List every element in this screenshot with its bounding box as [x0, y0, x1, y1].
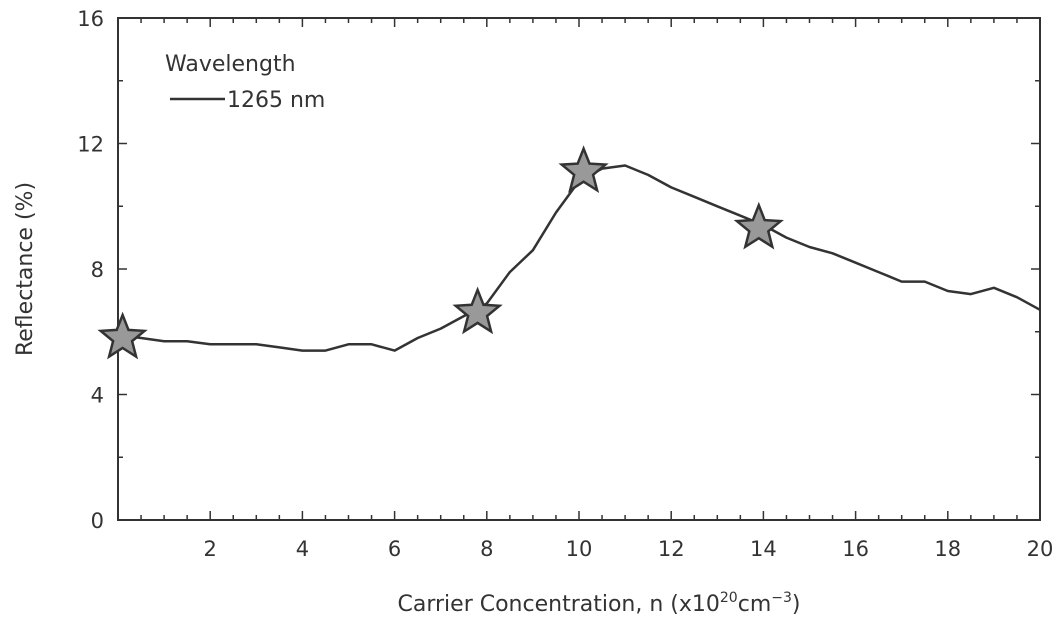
star-marker	[558, 145, 609, 194]
x-tick-label: 12	[658, 537, 685, 561]
x-axis-label: Carrier Concentration, n (x1020cm−3)	[398, 590, 801, 617]
x-tick-label: 18	[934, 537, 961, 561]
marker-layer	[97, 145, 784, 360]
x-axis-label-exp2: −3	[771, 590, 792, 606]
x-axis-label-main: Carrier Concentration, n (x10	[398, 592, 720, 617]
x-tick-label: 4	[296, 537, 309, 561]
x-tick-label: 16	[842, 537, 869, 561]
star-marker	[452, 286, 503, 335]
legend: Wavelength 1265 nm	[165, 52, 325, 113]
axis-ticks	[117, 17, 1041, 521]
x-tick-label: 10	[566, 537, 593, 561]
x-tick-label: 6	[388, 537, 401, 561]
x-tick-label: 14	[750, 537, 777, 561]
y-tick-label: 0	[91, 509, 104, 533]
y-tick-label: 4	[91, 384, 104, 408]
legend-entry-1265nm: 1265 nm	[227, 88, 325, 113]
y-tick-label: 16	[77, 7, 104, 31]
x-axis-label-exp1: 20	[720, 590, 738, 606]
legend-title: Wavelength	[165, 52, 296, 77]
series-layer	[117, 164, 1041, 352]
x-tick-label: 20	[1027, 537, 1054, 561]
star-marker	[733, 201, 784, 250]
star-marker	[97, 311, 148, 360]
tick-labels: 2 4 6 8 10 12 14 16 18 20 0 4 8 12 16	[77, 7, 1053, 561]
x-axis-label-close: )	[792, 592, 801, 617]
x-tick-label: 2	[204, 537, 217, 561]
y-tick-label: 8	[91, 258, 104, 282]
series-line-1265nm	[117, 164, 1041, 352]
x-tick-label: 8	[480, 537, 493, 561]
y-axis-label: Reflectance (%)	[13, 182, 38, 356]
y-tick-label: 12	[77, 133, 104, 157]
x-axis-label-unit: cm	[738, 592, 772, 617]
